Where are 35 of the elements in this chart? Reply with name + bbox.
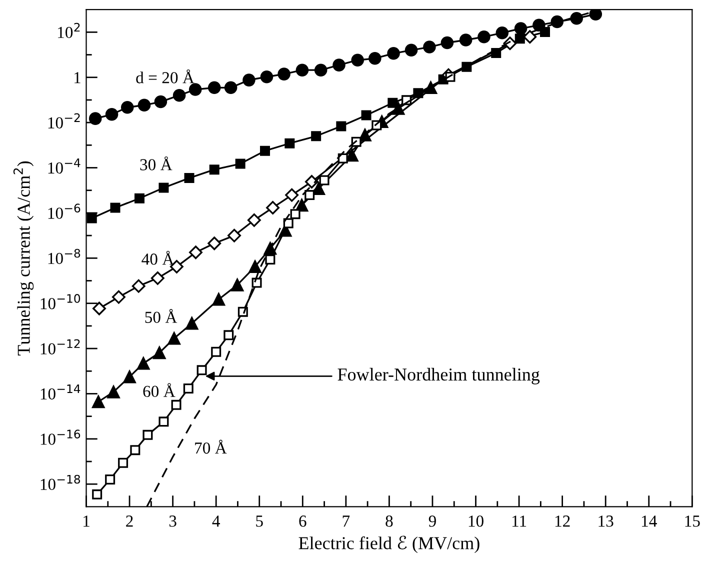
y-tick-label: 10$^{−4}$ bbox=[48, 158, 80, 174]
x-tick-label: 12 bbox=[555, 516, 570, 527]
x-tick-label: 2 bbox=[126, 516, 133, 527]
series-label: 60 Å bbox=[143, 383, 176, 398]
y-tick-label: 10$^{−12}$ bbox=[40, 339, 80, 354]
x-tick-label: 14 bbox=[642, 516, 657, 527]
series-label: 30 Å bbox=[140, 156, 172, 170]
y-tick-label: 10$^{−18}$ bbox=[40, 474, 80, 490]
y-tick-label: 10$^{2}$ bbox=[58, 22, 80, 38]
y-tick-label: 10$^{−8}$ bbox=[48, 248, 80, 264]
x-tick-label: 10 bbox=[468, 516, 484, 527]
x-tick-label: 1 bbox=[84, 516, 90, 527]
x-tick-label: 3 bbox=[169, 516, 176, 527]
x-tick-label: 4 bbox=[212, 516, 220, 527]
series-label: 70 Å bbox=[195, 440, 227, 454]
y-tick-label: 10$^{−14}$ bbox=[40, 384, 80, 400]
y-tick-label: 10$^{−16}$ bbox=[40, 430, 80, 445]
x-tick-label: 9 bbox=[428, 516, 436, 527]
y-tick-label: 1 bbox=[74, 72, 80, 84]
annotation: Fowler-Nordheim tunneling bbox=[338, 368, 540, 384]
x-tick-label: 6 bbox=[299, 516, 306, 527]
x-axis-title: Electric field ℰ (MV/cm) bbox=[298, 536, 480, 553]
x-tick-label: 8 bbox=[386, 516, 393, 527]
x-tick-label: 13 bbox=[598, 516, 614, 527]
x-tick-label: 7 bbox=[342, 516, 350, 527]
y-tick-label: 10$^{−2}$ bbox=[48, 113, 80, 128]
y-tick-label: 10$^{−10}$ bbox=[40, 294, 80, 310]
y-tick-label: 10$^{−6}$ bbox=[48, 204, 80, 219]
x-tick-label: 15 bbox=[685, 516, 700, 527]
series-label: 40 Å bbox=[142, 250, 174, 265]
x-tick-label: 11 bbox=[512, 516, 526, 527]
x-tick-label: 5 bbox=[256, 516, 263, 527]
series-label: 50 Å bbox=[145, 309, 178, 323]
y-axis-title: Tunneling current (A/cm$^{2}$) bbox=[13, 161, 34, 356]
series-label: d = 20 Å bbox=[136, 69, 194, 84]
